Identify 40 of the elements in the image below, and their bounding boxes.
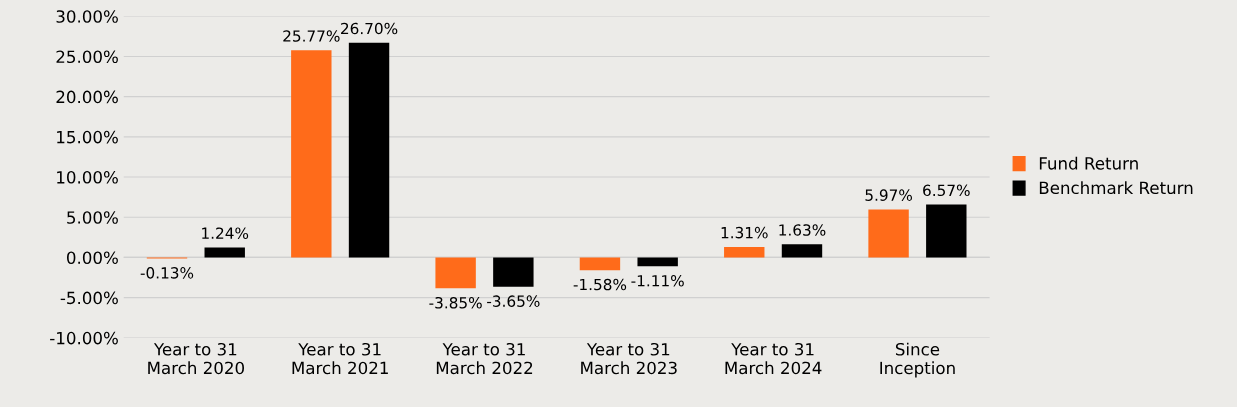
x-tick-label: Year to 31 March 2023 bbox=[581, 342, 677, 375]
y-tick-label: -10.00% bbox=[50, 331, 118, 345]
data-label: 1.31% bbox=[721, 226, 768, 239]
bar bbox=[435, 257, 476, 289]
bar bbox=[493, 257, 534, 287]
x-tick-label: Year to 31 March 2021 bbox=[292, 342, 388, 375]
y-tick-label: 15.00% bbox=[57, 130, 118, 144]
data-label: 6.57% bbox=[923, 184, 970, 197]
bar bbox=[926, 204, 967, 258]
data-label: -1.11% bbox=[631, 274, 684, 287]
x-tick-label: Year to 31 March 2022 bbox=[436, 342, 533, 375]
y-tick-label: 10.00% bbox=[57, 171, 118, 184]
data-label: 1.63% bbox=[779, 224, 826, 236]
x-tick-label: Year to 31 March 2020 bbox=[148, 342, 245, 375]
bar bbox=[868, 209, 909, 258]
data-label: 25.77% bbox=[283, 30, 340, 42]
data-label: -3.85% bbox=[429, 296, 482, 309]
legend-label: Fund Return bbox=[1039, 156, 1138, 170]
bar bbox=[781, 244, 823, 258]
legend-label: Benchmark Return bbox=[1039, 181, 1193, 195]
x-tick-label: Since Inception bbox=[880, 342, 955, 378]
bar bbox=[291, 50, 332, 258]
y-tick-label: 20.00% bbox=[56, 90, 118, 104]
data-label: -1.58% bbox=[573, 278, 627, 291]
y-tick-label: -5.00% bbox=[60, 291, 118, 305]
bar bbox=[204, 247, 245, 258]
y-tick-label: 25.00% bbox=[56, 50, 118, 64]
bar bbox=[724, 246, 765, 258]
y-tick-label: 5.00% bbox=[67, 211, 118, 224]
bar bbox=[348, 42, 390, 258]
data-label: 1.24% bbox=[202, 227, 249, 239]
data-label: -3.65% bbox=[487, 295, 540, 307]
x-tick-label: Year to 31 March 2024 bbox=[725, 342, 822, 375]
y-tick-label: 0.00% bbox=[66, 251, 118, 264]
data-label: 26.70% bbox=[341, 22, 398, 35]
bar bbox=[637, 257, 678, 267]
data-label: -0.13% bbox=[140, 267, 194, 279]
y-tick-label: 30.00% bbox=[56, 10, 118, 23]
data-label: 5.97% bbox=[865, 189, 912, 201]
bar bbox=[579, 257, 621, 271]
